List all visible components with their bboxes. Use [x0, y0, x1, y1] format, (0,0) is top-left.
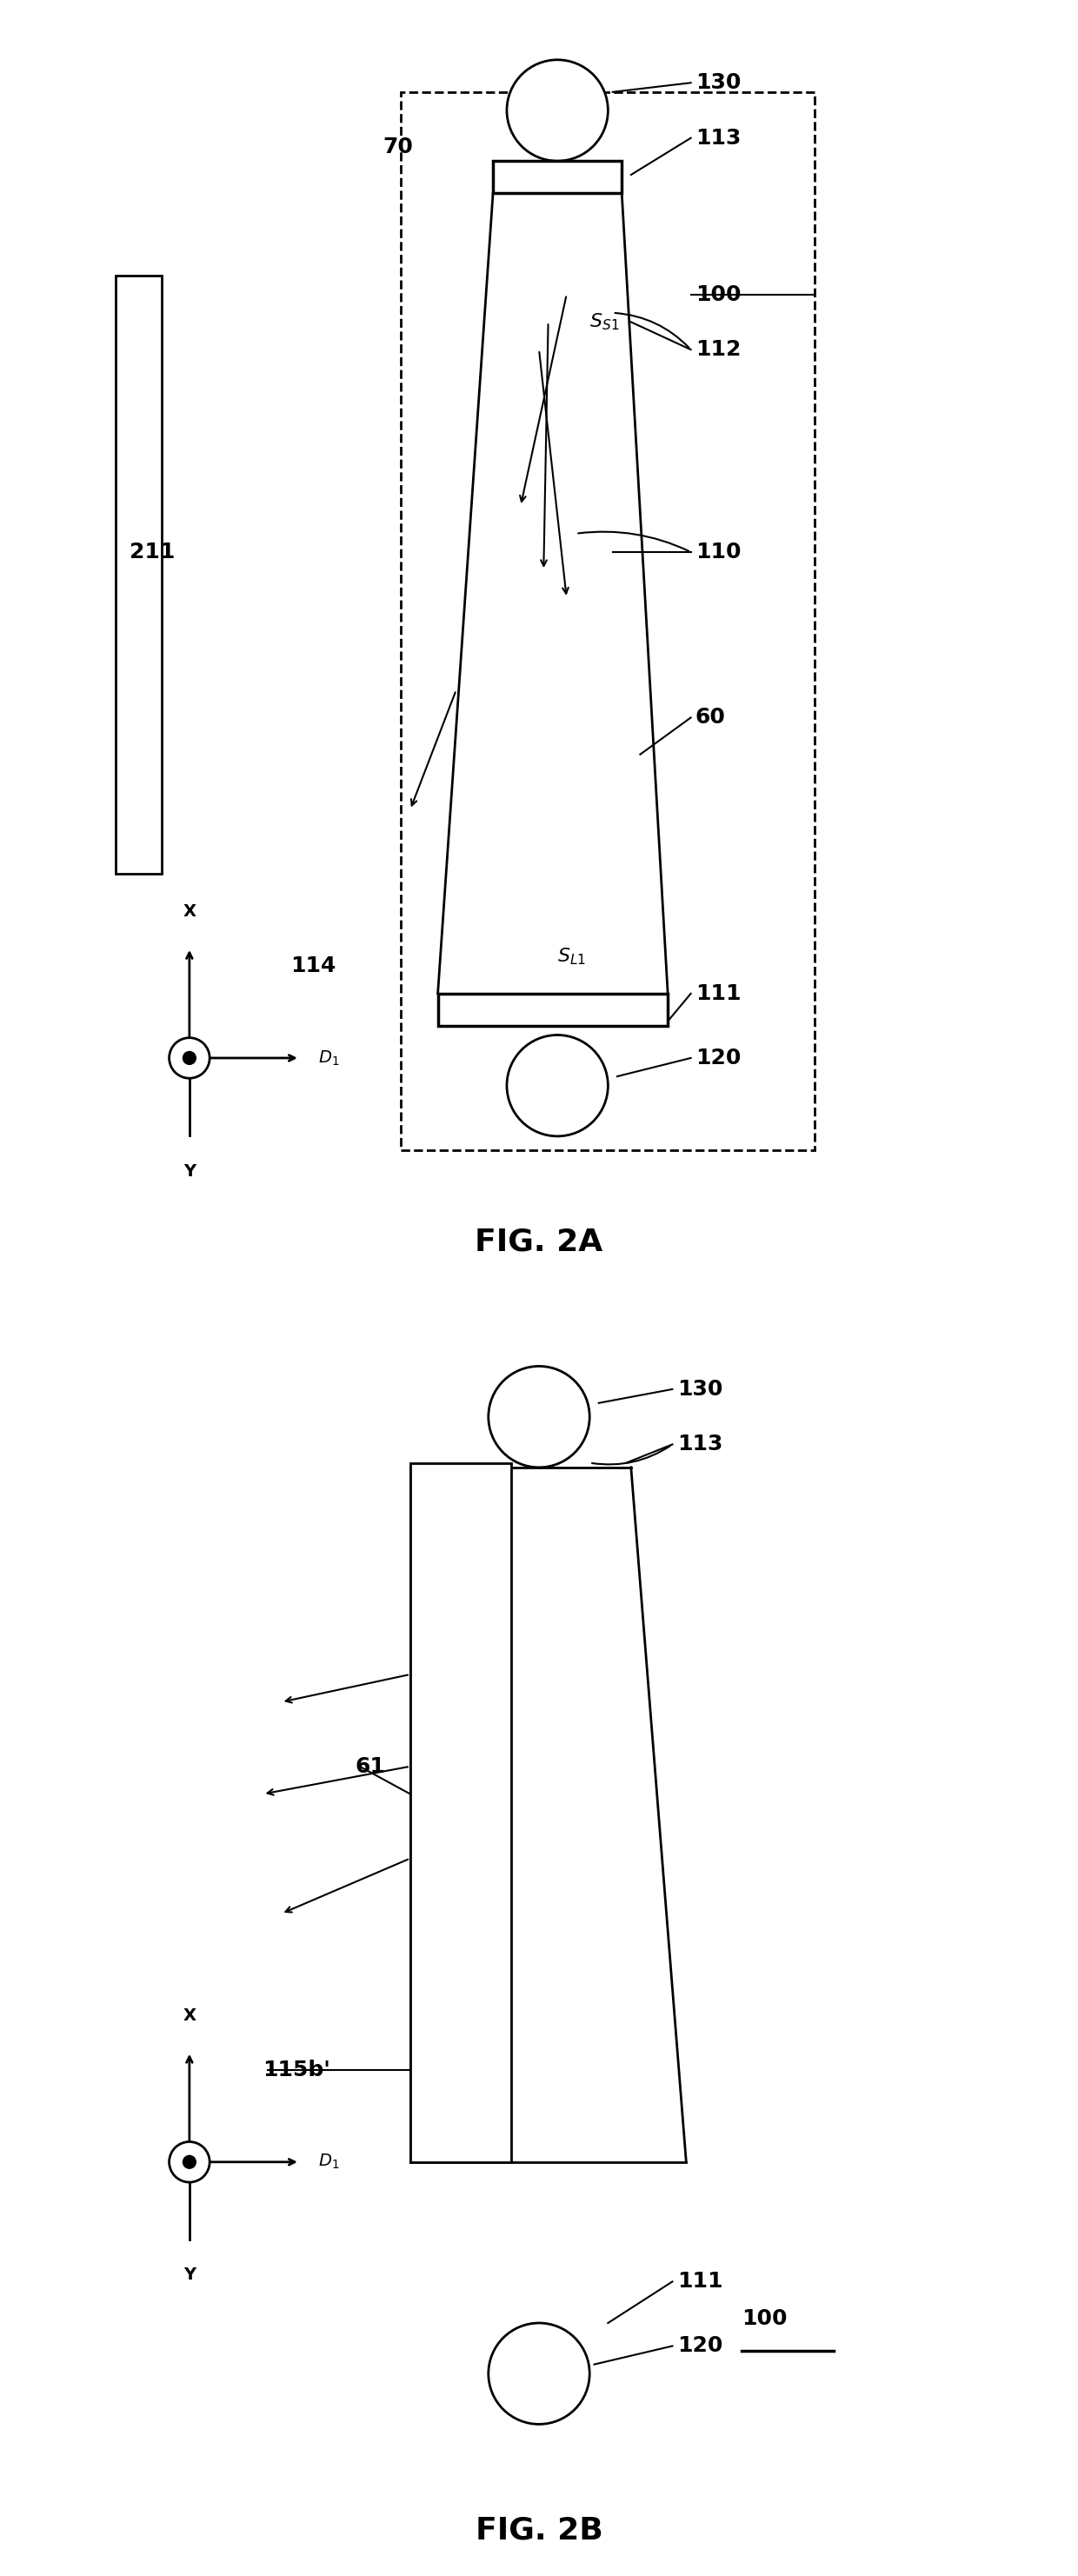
Text: FIG. 2B: FIG. 2B — [475, 2514, 603, 2545]
Text: 111: 111 — [695, 984, 741, 1005]
Bar — [115, 276, 162, 873]
Circle shape — [169, 1038, 209, 1079]
Bar — [411, 1463, 511, 2161]
Text: $S_{L1}$: $S_{L1}$ — [557, 945, 586, 966]
Text: 61: 61 — [355, 1757, 385, 1777]
Polygon shape — [438, 193, 667, 994]
Text: $D_1$: $D_1$ — [318, 1048, 340, 1066]
Bar — [401, 93, 815, 1149]
Text: X: X — [183, 904, 196, 920]
Text: 60: 60 — [695, 708, 725, 729]
Bar — [493, 160, 622, 193]
Circle shape — [507, 1036, 608, 1136]
Text: $S_{S1}$: $S_{S1}$ — [590, 312, 620, 332]
Text: X: X — [183, 2007, 196, 2025]
Text: 100: 100 — [742, 2308, 787, 2329]
Text: 120: 120 — [695, 1048, 741, 1069]
Text: 113: 113 — [677, 1435, 722, 1455]
Text: 211: 211 — [129, 541, 175, 562]
Text: $D_1$: $D_1$ — [318, 2154, 340, 2172]
Text: 115b': 115b' — [263, 2061, 331, 2081]
Text: 120: 120 — [677, 2336, 722, 2357]
Circle shape — [169, 2141, 209, 2182]
Text: 70: 70 — [383, 137, 413, 157]
Text: 111: 111 — [677, 2272, 722, 2293]
Text: Y: Y — [183, 2267, 195, 2282]
Text: FIG. 2A: FIG. 2A — [475, 1226, 603, 1257]
Circle shape — [488, 1365, 590, 1468]
Text: 114: 114 — [291, 956, 336, 976]
Text: 110: 110 — [695, 541, 741, 562]
Text: 130: 130 — [677, 1378, 722, 1399]
Text: 113: 113 — [695, 129, 741, 149]
Text: 112: 112 — [695, 340, 741, 361]
Text: 100: 100 — [695, 283, 741, 304]
Bar — [438, 994, 667, 1025]
Circle shape — [183, 1051, 196, 1064]
Text: 130: 130 — [695, 72, 741, 93]
Text: Y: Y — [183, 1162, 195, 1180]
Circle shape — [183, 2156, 196, 2169]
Circle shape — [507, 59, 608, 160]
Circle shape — [488, 2324, 590, 2424]
Polygon shape — [411, 1468, 687, 2161]
